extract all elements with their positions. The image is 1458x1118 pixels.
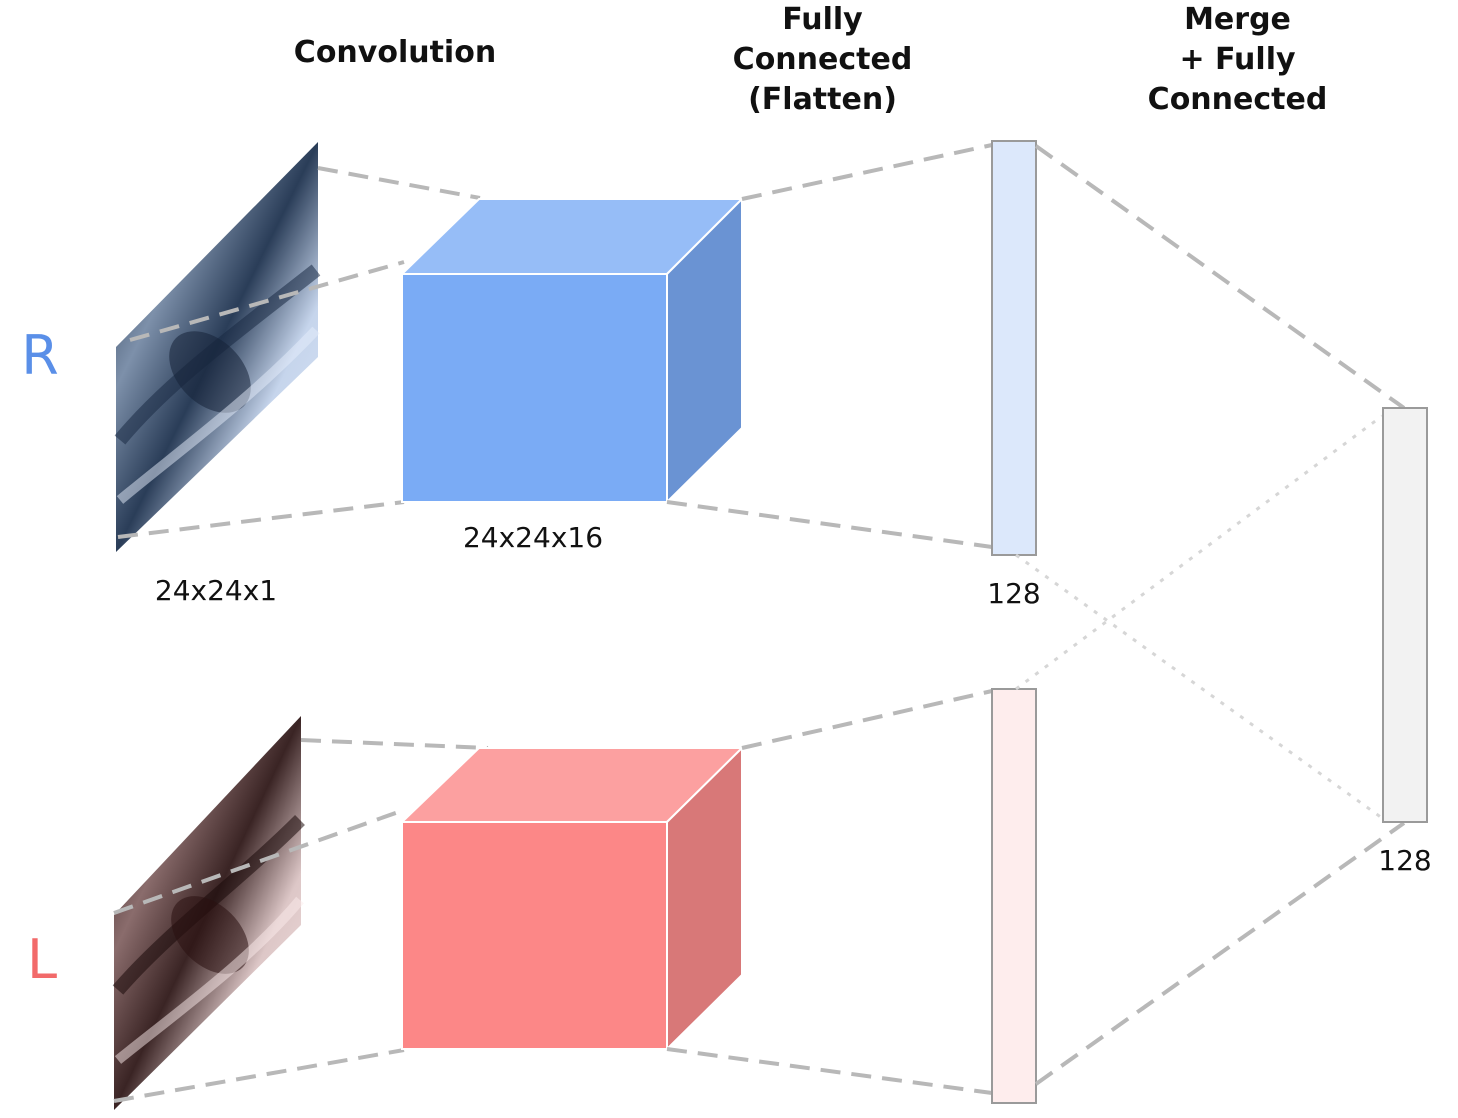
left-eye-input: [112, 716, 305, 1110]
connectors-conv-to-fc: [666, 143, 993, 1095]
input-dim-label: 24x24x1: [154, 574, 278, 607]
right-conv-cube: [399, 196, 745, 505]
connectors-right-input: [117, 166, 481, 539]
merge-line-2: + Fully: [1179, 42, 1296, 77]
fully-connected-header: Fully Connected (Flatten): [700, 0, 945, 120]
left-cube-front: [401, 821, 668, 1050]
right-eye-label: R: [21, 324, 59, 387]
conv-dim-label: 24x24x16: [462, 521, 604, 554]
fully-connected-line-3: (Flatten): [748, 82, 897, 117]
merge-line-1: Merge: [1184, 2, 1291, 37]
merge-header: Merge + Fully Connected: [1120, 0, 1355, 120]
right-fc-bar: [991, 140, 1037, 556]
left-eye-label: L: [26, 928, 58, 991]
left-fc-bar: [991, 688, 1037, 1104]
fully-connected-line-1: Fully: [782, 2, 863, 37]
convolution-header: Convolution: [293, 35, 497, 70]
merge-line-3: Connected: [1147, 82, 1328, 117]
right-eye-input: [114, 142, 321, 552]
left-conv-cube: [399, 745, 745, 1052]
merge-fc-bar: [1382, 407, 1428, 823]
fc-dim-label: 128: [987, 577, 1041, 610]
connectors-fc-to-merge: [1015, 144, 1406, 1086]
fully-connected-line-2: Connected: [732, 42, 913, 77]
connectors-left-input: [113, 738, 489, 1103]
merge-dim-label: 128: [1378, 844, 1432, 877]
right-cube-front: [401, 273, 668, 503]
